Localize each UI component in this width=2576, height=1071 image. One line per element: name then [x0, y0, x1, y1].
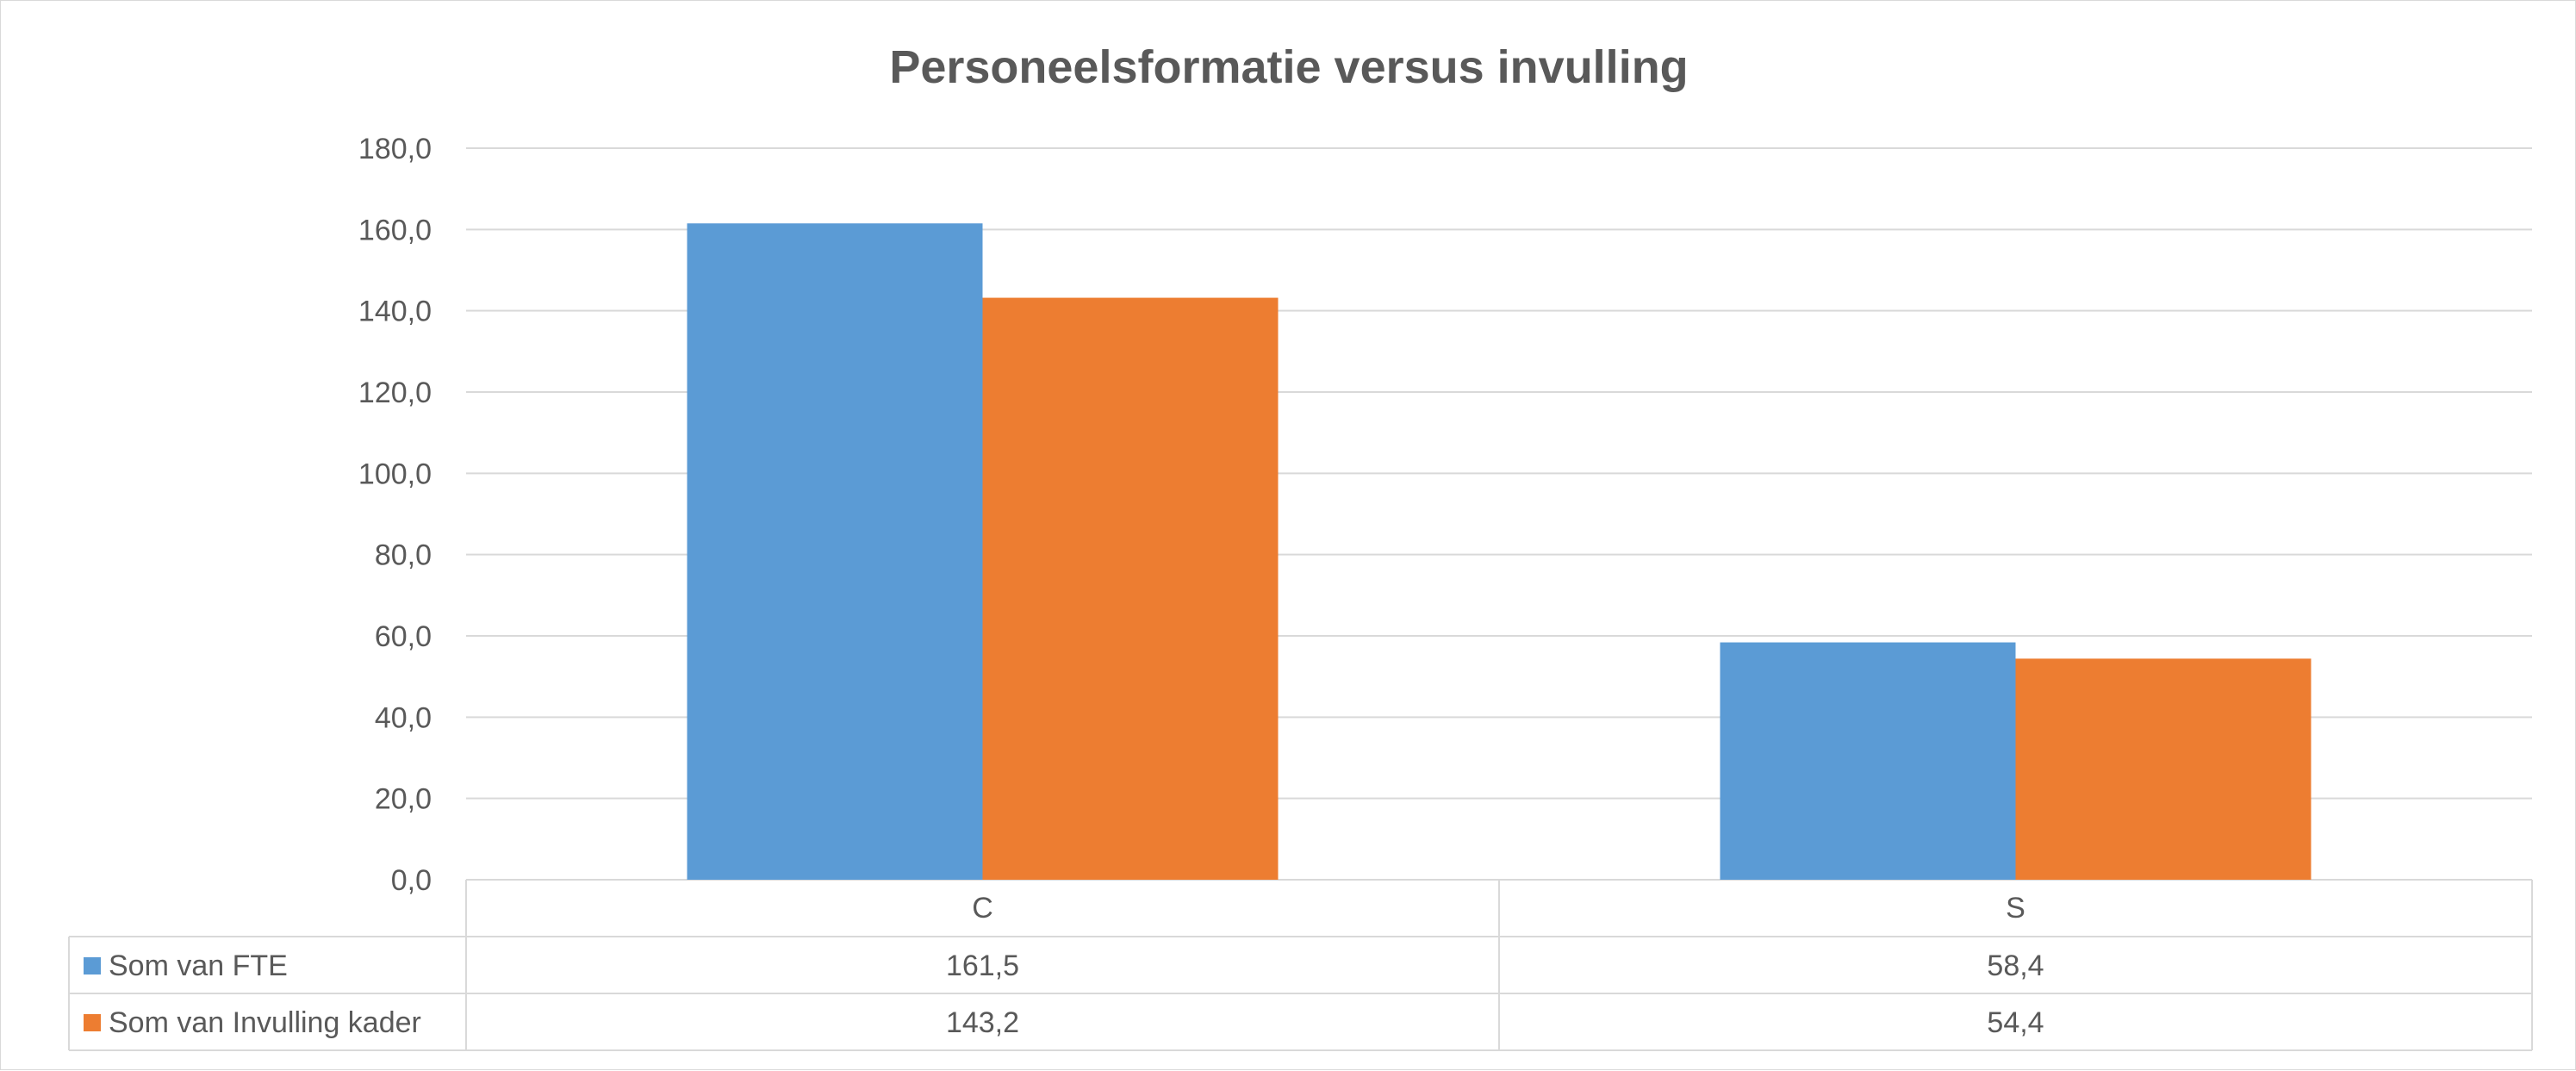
bar — [1720, 642, 2016, 880]
data-label: 161,5 — [946, 950, 1019, 982]
y-tick-label: 0,0 — [391, 864, 432, 897]
y-tick-label: 160,0 — [358, 214, 432, 246]
bar — [2015, 658, 2312, 880]
bars — [687, 223, 2312, 881]
y-tick-label: 100,0 — [358, 458, 432, 490]
data-label: 54,4 — [1987, 1006, 2044, 1039]
y-tick-label: 120,0 — [358, 377, 432, 409]
y-tick-label: 140,0 — [358, 296, 432, 328]
y-tick-label: 180,0 — [358, 133, 432, 165]
bar — [687, 223, 983, 881]
category-label: C — [972, 892, 993, 925]
legend-key — [84, 957, 101, 974]
y-tick-label: 60,0 — [375, 620, 432, 653]
chart-title: Personeelsformatie versus invulling — [889, 41, 1688, 93]
data-table: C S Som van FTE 161,5 58,4 Som van Invulling … — [68, 880, 2533, 1051]
legend-label: Som van FTE — [109, 950, 288, 982]
data-label: 58,4 — [1987, 950, 2044, 982]
y-tick-label: 80,0 — [375, 539, 432, 572]
legend-key — [84, 1014, 101, 1031]
category-label: S — [2006, 892, 2025, 925]
y-tick-label: 40,0 — [375, 701, 432, 734]
legend-label: Som van Invulling kader — [109, 1006, 421, 1039]
data-label: 143,2 — [946, 1006, 1019, 1039]
y-axis-tick-labels: 0,0 20,0 40,0 60,0 80,0 100,0 120,0 140,0 160,0 1… — [358, 133, 432, 897]
y-tick-label: 20,0 — [375, 783, 432, 816]
bar — [982, 297, 1279, 880]
